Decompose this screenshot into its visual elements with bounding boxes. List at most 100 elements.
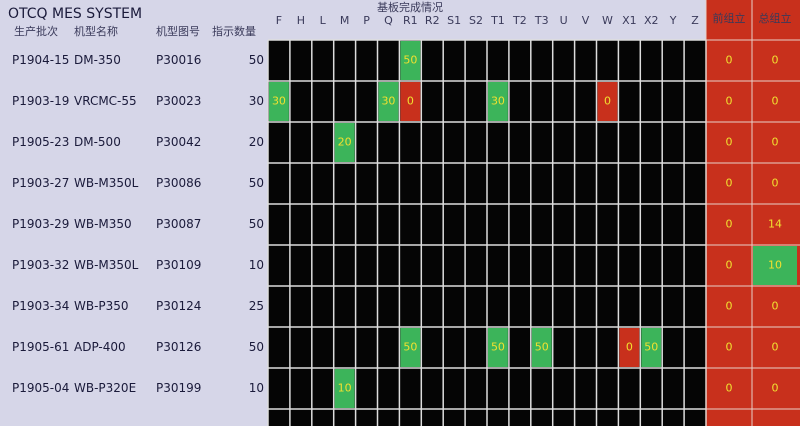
assembly-cell [753, 328, 797, 367]
station-value: 50 [403, 341, 417, 354]
station-cell [619, 328, 640, 367]
assembly-value: 10 [768, 259, 782, 272]
column-header: 机型名称 [74, 24, 118, 38]
assembly-value: 0 [726, 259, 733, 272]
station-cell [334, 369, 355, 408]
row-cell: 30 [249, 94, 264, 108]
column-header: 机型图号 [156, 24, 200, 38]
station-value: 10 [338, 382, 352, 395]
row-cell: P1903-34 [12, 299, 69, 313]
assembly-cell [753, 246, 797, 285]
assembly-cell [753, 164, 797, 203]
station-header: U [560, 14, 568, 27]
station-header: R2 [425, 14, 440, 27]
assembly-cell [707, 246, 751, 285]
station-value: 50 [491, 341, 505, 354]
assembly-cell [753, 41, 797, 80]
row-cell: P30124 [156, 299, 201, 313]
assembly-value: 0 [726, 95, 733, 108]
row-cell: DM-350 [74, 53, 121, 67]
station-header: S2 [469, 14, 483, 27]
assembly-header: 前组立 [713, 11, 746, 25]
station-header: Z [691, 14, 699, 27]
row-cell: P1903-29 [12, 217, 69, 231]
assembly-value: 0 [772, 382, 779, 395]
row-cell: P1905-23 [12, 135, 69, 149]
assembly-cell [707, 123, 751, 162]
assembly-cell [753, 82, 797, 121]
station-cell [488, 82, 508, 121]
row-cell: P30086 [156, 176, 201, 190]
station-header: T3 [534, 14, 549, 27]
assembly-cell [753, 205, 797, 244]
station-cell [597, 82, 618, 121]
station-value: 30 [381, 95, 395, 108]
row-cell: 50 [249, 217, 264, 231]
row-cell: P30016 [156, 53, 201, 67]
row-cell: P1905-61 [12, 340, 69, 354]
assembly-value: 0 [772, 54, 779, 67]
row-cell: P1903-27 [12, 176, 69, 190]
station-header: Y [669, 14, 677, 27]
station-cell [400, 328, 421, 367]
station-header: P [363, 14, 370, 27]
station-cell [641, 328, 662, 367]
assembly-value: 0 [726, 177, 733, 190]
row-cell: P30109 [156, 258, 201, 272]
row-cell: P1904-15 [12, 53, 69, 67]
assembly-cell [753, 123, 797, 162]
row-cell: WB-P350 [74, 299, 129, 313]
row-cell: 50 [249, 340, 264, 354]
assembly-value: 0 [772, 95, 779, 108]
station-value: 50 [644, 341, 658, 354]
station-header: V [582, 14, 590, 27]
column-header: 生产批次 [14, 24, 58, 38]
assembly-cell [707, 328, 751, 367]
row-cell: 20 [249, 135, 264, 149]
station-header: X2 [644, 14, 659, 27]
station-value: 30 [272, 95, 286, 108]
station-cell [531, 328, 552, 367]
assembly-value: 0 [726, 382, 733, 395]
station-value: 50 [535, 341, 549, 354]
station-header: X1 [622, 14, 637, 27]
assembly-cell [707, 41, 751, 80]
station-header: L [320, 14, 327, 27]
row-cell: 50 [249, 53, 264, 67]
row-cell: VRCMC-55 [74, 94, 137, 108]
assembly-value: 0 [772, 341, 779, 354]
station-header: T1 [490, 14, 505, 27]
station-value: 20 [338, 136, 352, 149]
row-cell: P30042 [156, 135, 201, 149]
assembly-cell [707, 164, 751, 203]
row-cell: 10 [249, 381, 264, 395]
station-header: T2 [512, 14, 527, 27]
row-cell: P30087 [156, 217, 201, 231]
row-cell: ADP-400 [74, 340, 126, 354]
assembly-value: 0 [726, 136, 733, 149]
assembly-value: 0 [726, 54, 733, 67]
assembly-cell [753, 369, 797, 408]
assembly-value: 0 [726, 300, 733, 313]
row-cell: 25 [249, 299, 264, 313]
row-cell: WB-M350L [74, 176, 139, 190]
assembly-cell [753, 287, 797, 326]
system-title: OTCQ MES SYSTEM [8, 6, 142, 22]
row-cell: WB-M350 [74, 217, 132, 231]
assembly-value: 0 [772, 177, 779, 190]
row-cell: P30126 [156, 340, 201, 354]
station-header: M [340, 14, 350, 27]
row-cell: DM-500 [74, 135, 121, 149]
assembly-header: 总组立 [759, 11, 792, 25]
row-cell: P30023 [156, 94, 201, 108]
row-cell: 50 [249, 176, 264, 190]
row-cell: P30199 [156, 381, 201, 395]
station-header: Q [384, 14, 393, 27]
assembly-value: 0 [772, 300, 779, 313]
station-value: 0 [626, 341, 633, 354]
section-title: 基板完成情况 [377, 0, 443, 14]
station-header: H [297, 14, 305, 27]
assembly-value: 0 [726, 218, 733, 231]
assembly-value: 0 [772, 136, 779, 149]
assembly-value: 0 [726, 341, 733, 354]
